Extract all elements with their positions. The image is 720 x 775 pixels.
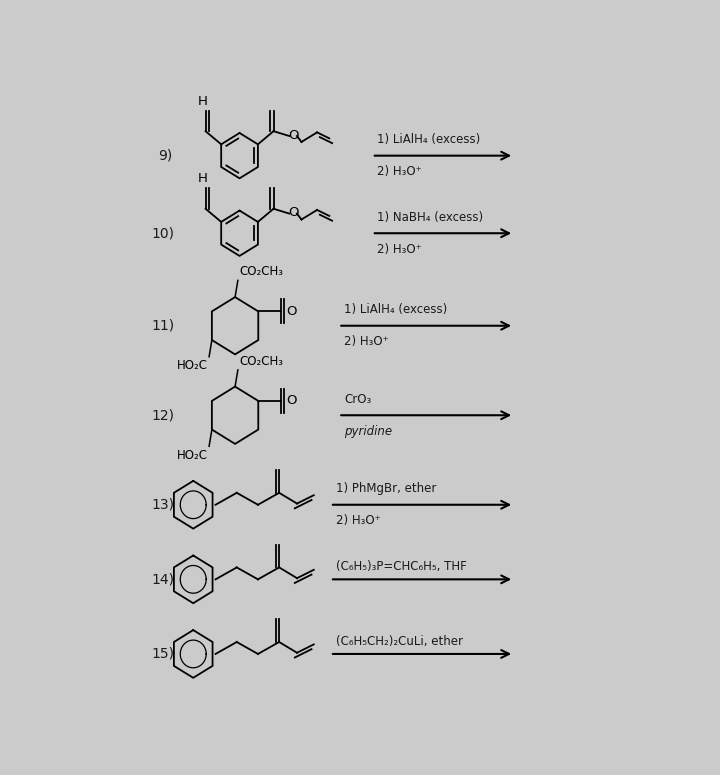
Text: CrO₃: CrO₃	[344, 393, 371, 405]
Text: 2) H₃O⁺: 2) H₃O⁺	[336, 515, 380, 527]
Text: 14): 14)	[151, 573, 174, 587]
Text: 2) H₃O⁺: 2) H₃O⁺	[344, 336, 389, 348]
Text: 12): 12)	[151, 408, 174, 422]
Text: (C₆H₅)₃P=CHC₆H₅, THF: (C₆H₅)₃P=CHC₆H₅, THF	[336, 560, 467, 574]
Text: CO₂CH₃: CO₂CH₃	[240, 354, 284, 367]
Text: 2) H₃O⁺: 2) H₃O⁺	[377, 243, 422, 256]
Text: 1) PhMgBr, ether: 1) PhMgBr, ether	[336, 482, 436, 495]
Text: CO₂CH₃: CO₂CH₃	[240, 265, 284, 278]
Text: 9): 9)	[158, 149, 172, 163]
Text: HO₂C: HO₂C	[176, 449, 207, 462]
Text: O: O	[289, 129, 299, 142]
Text: H: H	[197, 173, 207, 185]
Text: 15): 15)	[151, 647, 174, 661]
Text: 13): 13)	[151, 498, 174, 512]
Text: (C₆H₅CH₂)₂CuLi, ether: (C₆H₅CH₂)₂CuLi, ether	[336, 635, 462, 648]
Text: H: H	[197, 95, 207, 108]
Text: HO₂C: HO₂C	[176, 359, 207, 372]
Text: 2) H₃O⁺: 2) H₃O⁺	[377, 165, 422, 178]
Text: O: O	[286, 305, 297, 318]
Text: 1) LiAlH₄ (excess): 1) LiAlH₄ (excess)	[344, 303, 447, 316]
Text: 1) LiAlH₄ (excess): 1) LiAlH₄ (excess)	[377, 133, 481, 146]
Text: O: O	[289, 206, 299, 219]
Text: 10): 10)	[151, 226, 174, 240]
Text: pyridine: pyridine	[344, 425, 392, 438]
Text: 11): 11)	[151, 319, 174, 332]
Text: O: O	[286, 394, 297, 408]
Text: 1) NaBH₄ (excess): 1) NaBH₄ (excess)	[377, 211, 484, 224]
